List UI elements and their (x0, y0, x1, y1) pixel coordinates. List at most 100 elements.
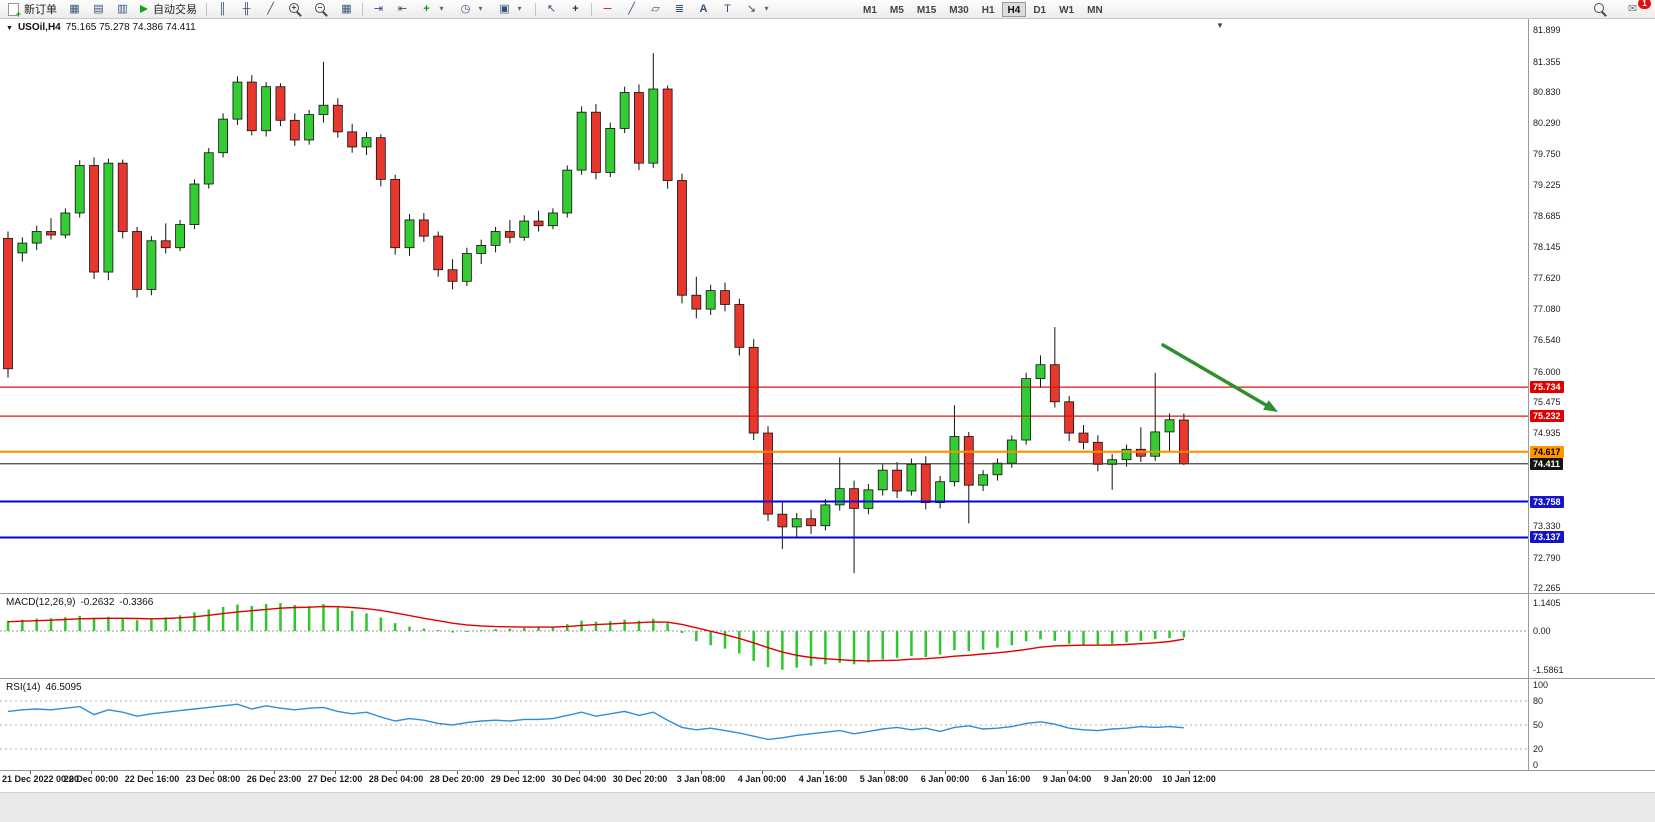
time-axis-label: 3 Jan 08:00 (676, 774, 726, 784)
mail-badge: 1 (1638, 0, 1651, 9)
rsi-canvas[interactable] (0, 679, 1528, 770)
time-axis-tick (823, 771, 824, 774)
arrows-tool-button[interactable]: ↘ ▾ (740, 1, 778, 17)
price-axis-label: 73.330 (1533, 521, 1561, 532)
time-axis-tick (884, 771, 885, 774)
macd-panel[interactable]: MACD(12,26,9) -0.2632 -0.3366 (0, 594, 1528, 678)
tile-windows-button[interactable]: ▦ (335, 1, 358, 17)
line-chart-button[interactable]: ╱ (259, 1, 282, 17)
rsi-panel[interactable]: RSI(14) 46.5095 (0, 679, 1528, 770)
panel-separator[interactable] (0, 593, 1655, 594)
main-chart-panel[interactable]: ▼ USOil,H4 75.165 75.278 74.386 74.411 (0, 19, 1528, 593)
add-indicator-icon: + (423, 3, 430, 15)
price-axis-label: 79.750 (1533, 149, 1561, 160)
chevron-down-icon: ▾ (764, 4, 769, 13)
price-axis[interactable]: 81.899 81.355 80.830 80.290 79.750 79.225 78.6… (1528, 19, 1655, 770)
time-axis-line (0, 770, 1655, 771)
timeframe-h1-button[interactable]: H1 (976, 2, 1001, 17)
toolbar-separator (535, 2, 536, 16)
macd-label-row: MACD(12,26,9) -0.2632 -0.3366 (6, 597, 153, 608)
mailbox-button[interactable]: ✉ 1 (1621, 0, 1651, 17)
bar-chart-button[interactable]: ║ (211, 1, 234, 17)
time-axis-label: 6 Jan 00:00 (920, 774, 970, 784)
text-tool-button[interactable]: A (692, 1, 715, 17)
time-axis[interactable]: 21 Dec 2022 00:00 22 Dec 00:00 22 Dec 16:0… (0, 770, 1528, 792)
rsi-value: 46.5095 (45, 682, 82, 693)
panel-separator[interactable] (0, 678, 1655, 679)
arrow-tool-icon: ↘ (746, 3, 757, 15)
rsi-scale-label: 0 (1533, 760, 1539, 770)
symbol-dropdown-icon[interactable]: ▼ (6, 25, 13, 32)
time-axis-label: 6 Jan 16:00 (981, 774, 1031, 784)
time-axis-tick (91, 771, 92, 774)
templates-button[interactable]: ▣ ▾ (493, 1, 531, 17)
timeframe-group: M1 M5 M15 M30 H1 H4 D1 W1 MN (857, 1, 1109, 17)
chart-shift-button[interactable]: ⇤ (391, 1, 414, 17)
price-axis-label: 80.830 (1533, 86, 1561, 97)
time-axis-label: 9 Jan 20:00 (1103, 774, 1153, 784)
search-button[interactable] (1588, 1, 1613, 17)
timeframe-mn-button[interactable]: MN (1081, 2, 1109, 17)
channel-icon: ▱ (651, 3, 660, 15)
auto-trading-button[interactable]: 自动交易 (135, 1, 202, 17)
new-order-icon (8, 2, 21, 19)
time-axis-label: 10 Jan 12:00 (1162, 774, 1216, 784)
zoom-out-button[interactable] (309, 1, 334, 17)
price-axis-label: 80.290 (1533, 118, 1561, 129)
time-axis-tick (335, 771, 336, 774)
chart-shift-icon: ⇤ (397, 3, 408, 15)
macd-label: MACD(12,26,9) (6, 597, 76, 608)
cursor-button[interactable]: ↖ (540, 1, 563, 17)
new-chart-icon: ▦ (69, 3, 80, 15)
price-axis-label: 76.540 (1533, 335, 1561, 346)
ohlc-values: 75.165 75.278 74.386 74.411 (65, 22, 196, 33)
fibonacci-icon: ≣ (674, 3, 685, 15)
chart-shift-marker: ▼ (1216, 21, 1224, 30)
price-tag: 75.734 (1530, 381, 1564, 394)
time-axis-label: 30 Dec 20:00 (612, 774, 668, 784)
macd-value-main: -0.2632 (80, 597, 115, 608)
time-axis-tick (945, 771, 946, 774)
cursor-icon: ↖ (546, 3, 557, 15)
price-tag: 73.758 (1530, 495, 1564, 508)
mail-icon: ✉ (1627, 3, 1638, 15)
toolbar-separator (362, 2, 363, 16)
profiles-button[interactable]: ▤ (87, 1, 110, 17)
new-order-button[interactable]: 新订单 (3, 1, 62, 19)
new-chart-button[interactable]: ▦ (63, 1, 86, 17)
macd-canvas[interactable] (0, 594, 1528, 678)
text-label-icon: T (724, 3, 731, 15)
trend-arrow[interactable] (1161, 343, 1278, 412)
main-chart-canvas[interactable] (0, 19, 1528, 593)
data-window-button[interactable]: ▥ (111, 1, 134, 17)
zoom-in-button[interactable] (283, 1, 308, 17)
timeframe-h4-button[interactable]: H4 (1001, 1, 1027, 17)
time-axis-tick (213, 771, 214, 774)
timeframe-m1-button[interactable]: M1 (857, 2, 883, 17)
timeframe-d1-button[interactable]: D1 (1027, 2, 1052, 17)
auto-scroll-button[interactable]: ⇥ (367, 1, 390, 17)
data-window-icon: ▥ (117, 3, 128, 15)
text-label-button[interactable]: T (716, 1, 739, 17)
trendline-button[interactable]: ╱ (620, 1, 643, 17)
auto-trading-label: 自动交易 (153, 4, 197, 16)
indicators-button[interactable]: + ▾ (415, 1, 453, 17)
timeframe-w1-button[interactable]: W1 (1053, 2, 1080, 17)
channel-button[interactable]: ▱ (644, 1, 667, 17)
timeframe-m15-button[interactable]: M15 (911, 2, 942, 17)
crosshair-button[interactable]: + (564, 1, 587, 17)
rsi-scale-label: 100 (1533, 680, 1549, 690)
candlestick-button[interactable]: ╫ (235, 1, 258, 17)
horizontal-line-button[interactable]: ─ (596, 1, 619, 17)
price-tag: 75.232 (1530, 410, 1564, 423)
fibonacci-button[interactable]: ≣ (668, 1, 691, 17)
periods-button[interactable]: ◷ ▾ (454, 1, 492, 17)
price-axis-label: 72.790 (1533, 552, 1561, 563)
timeframe-m5-button[interactable]: M5 (884, 2, 910, 17)
chevron-down-icon: ▾ (439, 4, 444, 13)
timeframe-m30-button[interactable]: M30 (943, 2, 974, 17)
time-axis-label: 28 Dec 04:00 (368, 774, 424, 784)
time-axis-tick (579, 771, 580, 774)
time-axis-label: 9 Jan 04:00 (1042, 774, 1092, 784)
time-axis-tick (1067, 771, 1068, 774)
